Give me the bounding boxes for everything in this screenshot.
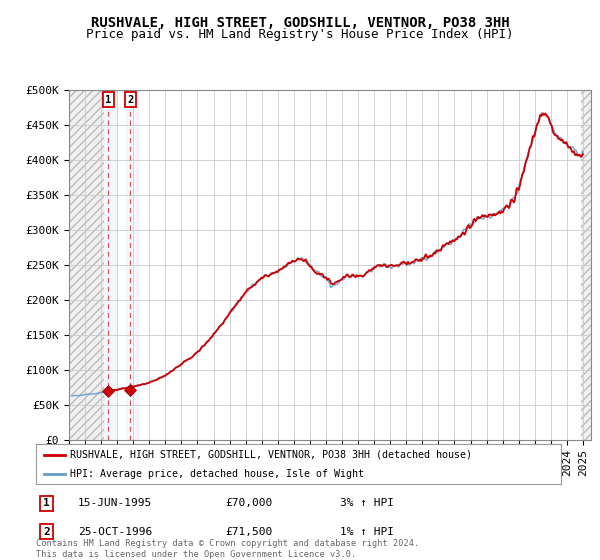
Text: RUSHVALE, HIGH STREET, GODSHILL, VENTNOR, PO38 3HH: RUSHVALE, HIGH STREET, GODSHILL, VENTNOR… — [91, 16, 509, 30]
Text: HPI: Average price, detached house, Isle of Wight: HPI: Average price, detached house, Isle… — [70, 469, 364, 479]
Text: 25-OCT-1996: 25-OCT-1996 — [78, 526, 152, 536]
Text: RUSHVALE, HIGH STREET, GODSHILL, VENTNOR, PO38 3HH (detached house): RUSHVALE, HIGH STREET, GODSHILL, VENTNOR… — [70, 450, 472, 460]
Text: 15-JUN-1995: 15-JUN-1995 — [78, 498, 152, 508]
Text: Contains HM Land Registry data © Crown copyright and database right 2024.
This d: Contains HM Land Registry data © Crown c… — [36, 539, 419, 559]
Text: £70,000: £70,000 — [225, 498, 272, 508]
Bar — [69, 90, 104, 440]
Text: Price paid vs. HM Land Registry's House Price Index (HPI): Price paid vs. HM Land Registry's House … — [86, 28, 514, 41]
Bar — [127, 90, 139, 440]
Bar — [581, 90, 596, 440]
Text: 1% ↑ HPI: 1% ↑ HPI — [341, 526, 395, 536]
Text: 3% ↑ HPI: 3% ↑ HPI — [341, 498, 395, 508]
Text: £71,500: £71,500 — [225, 526, 272, 536]
Text: 1: 1 — [105, 95, 112, 105]
Text: 2: 2 — [127, 95, 133, 105]
Text: 1: 1 — [43, 498, 50, 508]
Text: 2: 2 — [43, 526, 50, 536]
Bar — [104, 90, 116, 440]
